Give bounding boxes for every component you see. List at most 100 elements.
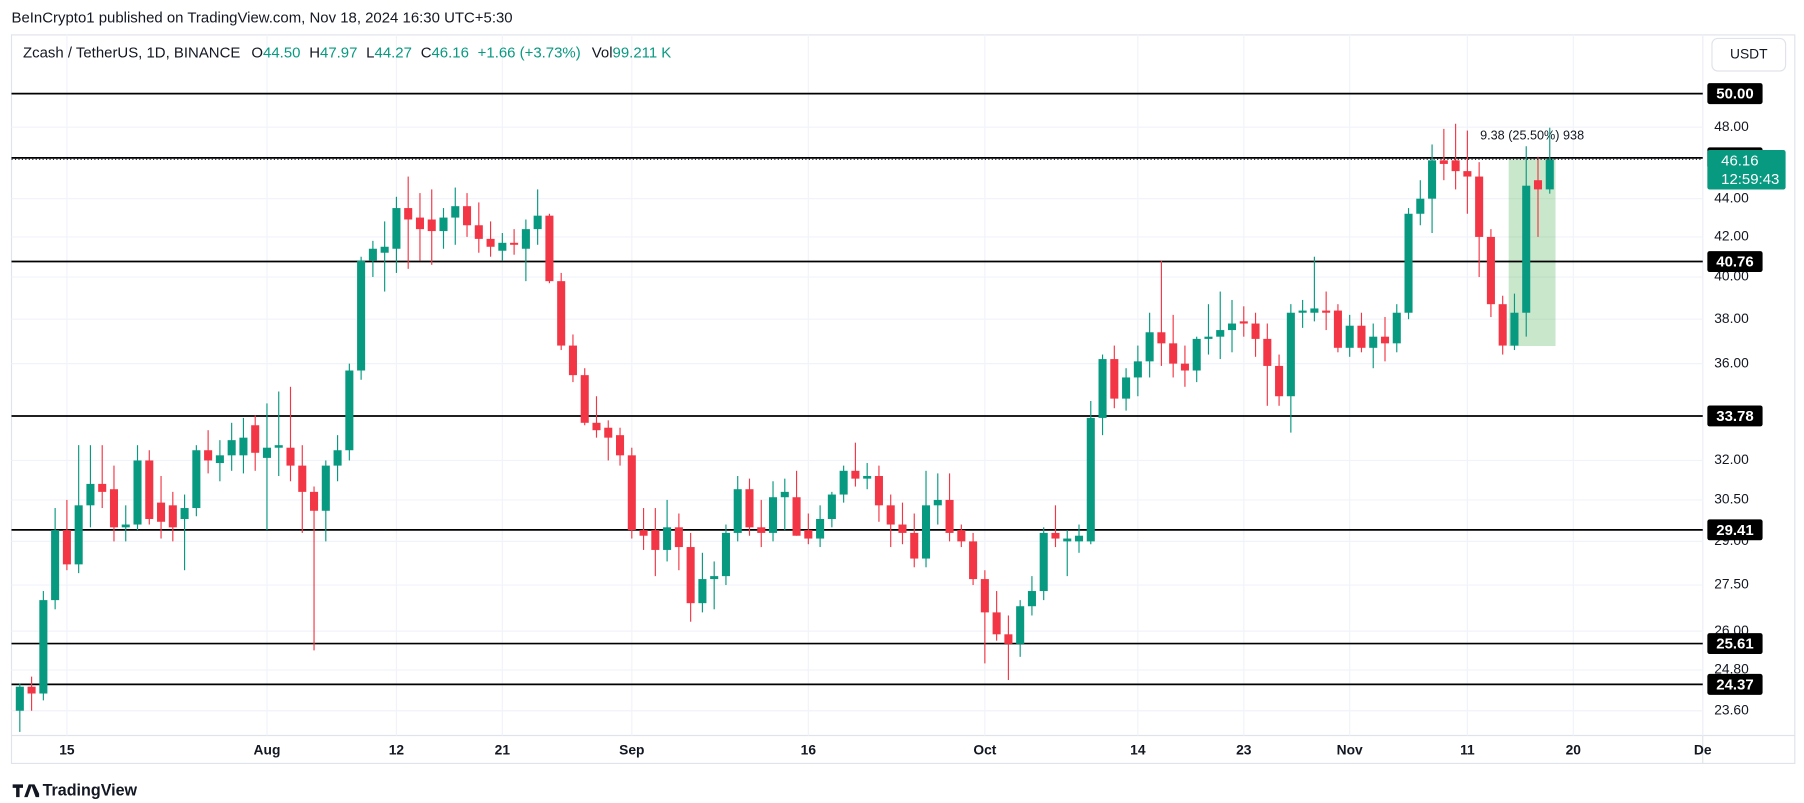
candle-body [698, 579, 707, 604]
candle-body [51, 530, 60, 601]
level-label-box [1707, 519, 1763, 541]
candle-body [969, 541, 978, 580]
y-tick-label: 27.50 [1714, 576, 1749, 592]
candle-body [921, 505, 931, 559]
logo-icon [12, 784, 40, 798]
candle-body [1004, 634, 1013, 644]
candle-body [333, 450, 342, 466]
candle-body [604, 427, 613, 438]
candle-body [251, 425, 260, 453]
candle-body [474, 225, 483, 239]
candle-body [851, 470, 860, 479]
candle-body [792, 497, 801, 536]
candle-body [1286, 312, 1295, 397]
chart-frame [10, 34, 1796, 765]
candle-body [404, 208, 413, 220]
level-label: 50.00 [1716, 86, 1753, 103]
candle-body [874, 476, 883, 506]
candle-body [1522, 185, 1531, 313]
candle-body [286, 447, 295, 466]
candle-body [1016, 606, 1025, 644]
candle-body [910, 532, 919, 559]
candle-body [62, 530, 71, 565]
candle-body [592, 422, 601, 431]
candle-body [580, 375, 589, 423]
level-label: 40.76 [1716, 254, 1753, 271]
candle-body [27, 686, 36, 694]
x-tick-label: 23 [1236, 741, 1252, 757]
x-tick-label: Nov [1337, 741, 1363, 757]
level-label-box [1707, 633, 1763, 655]
candle-body [86, 483, 95, 506]
candle-body [109, 489, 118, 528]
x-tick-label: 20 [1566, 741, 1582, 757]
candle-body [827, 494, 836, 520]
candle-body [674, 527, 683, 548]
candle-body [1486, 236, 1495, 305]
x-tick-label: 16 [801, 741, 817, 757]
candle-body [804, 530, 813, 539]
candle-body [1416, 198, 1425, 214]
candle-body [1227, 323, 1237, 331]
legend-label: L [366, 44, 374, 61]
candle-body [533, 215, 542, 230]
candle-body [1510, 312, 1519, 346]
candle-body [1098, 359, 1107, 418]
legend-label: C [421, 44, 432, 61]
candle-body [1180, 363, 1189, 371]
legend-change: +1.66 (+3.73%) [478, 44, 581, 61]
candle-body [274, 445, 283, 448]
candle-body [74, 505, 83, 565]
candle-body [227, 440, 236, 456]
legend-label: H [309, 44, 320, 61]
y-tick-label: 30.50 [1714, 491, 1749, 507]
currency-button-label[interactable]: USDT [1730, 45, 1768, 61]
candle-body [816, 519, 825, 539]
level-label: 24.37 [1716, 676, 1753, 693]
x-tick-label: 21 [495, 741, 511, 757]
candle-body [1192, 338, 1201, 371]
candle-body [215, 455, 224, 464]
candle-body [1451, 160, 1460, 172]
candle-body [1027, 591, 1036, 607]
candle-body [1051, 532, 1060, 539]
candle-body [1039, 532, 1048, 592]
legend-value: 44.27 [375, 44, 412, 61]
level-label-box [1707, 251, 1763, 273]
candle-body [721, 532, 730, 577]
candle-body [180, 508, 189, 520]
candle-body [451, 206, 460, 218]
candle-body [1133, 361, 1142, 378]
candle-body [1204, 336, 1213, 339]
candle-body [545, 215, 554, 282]
measure-label: 9.38 (25.50%) 938 [1480, 127, 1584, 142]
candle-body [1333, 310, 1342, 348]
currency-button[interactable] [1711, 37, 1787, 72]
grid: 48.0044.0042.0040.0038.0036.0032.0030.50… [11, 34, 1749, 757]
y-tick-label: 44.00 [1714, 189, 1749, 205]
x-tick-label: 14 [1130, 741, 1146, 757]
candle-body [498, 242, 507, 251]
candle-body [1533, 180, 1543, 190]
candle-body [557, 281, 566, 346]
candle-body [651, 530, 660, 550]
candle-body [521, 229, 530, 249]
candle-body [168, 505, 177, 528]
x-tick-label: Oct [973, 741, 996, 757]
candle-body [1392, 312, 1401, 344]
candle-body [298, 465, 307, 492]
candle-body [239, 437, 248, 456]
legend-value: 44.50 [263, 44, 300, 61]
candle-body [768, 497, 778, 533]
candle-body [780, 491, 789, 498]
price-countdown: 12:59:43 [1721, 171, 1779, 188]
candle-body [157, 502, 166, 522]
candle-body [933, 499, 942, 506]
candle-body [1357, 325, 1366, 348]
candle-body [1404, 213, 1413, 313]
x-tick-label: Sep [619, 741, 644, 757]
candle-body [345, 370, 354, 451]
logo: TradingView [12, 782, 137, 800]
candle-body [992, 612, 1001, 635]
candle-body [204, 450, 213, 461]
